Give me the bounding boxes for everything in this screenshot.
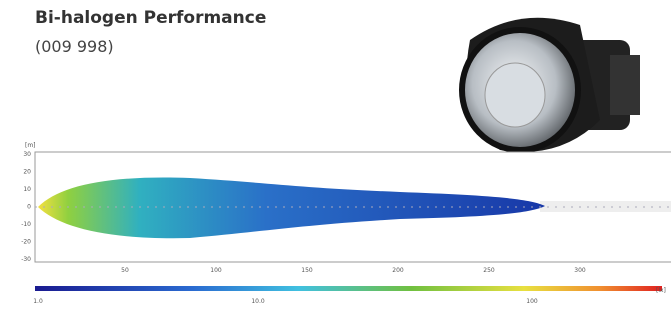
y-label: -10: [21, 221, 31, 228]
y-label: -30: [21, 256, 31, 263]
x-label: 100: [210, 267, 222, 274]
y-label: 20: [23, 169, 31, 176]
y-label: 30: [23, 151, 31, 158]
color-scale: [35, 286, 662, 291]
subtitle: (009 998): [35, 37, 114, 56]
scale-label: 100: [526, 298, 538, 305]
x-label: 200: [392, 267, 404, 274]
scale-label: 1.0: [33, 298, 43, 305]
y-label: 0: [27, 204, 31, 211]
y-unit: [m]: [25, 142, 36, 149]
scale-label: 10.0: [251, 298, 265, 305]
lamp-photo: [459, 17, 640, 153]
x-label: 150: [301, 267, 313, 274]
beam-pattern: [38, 177, 545, 239]
band: [540, 201, 671, 212]
x-label: 300: [574, 267, 586, 274]
y-label: -20: [21, 239, 31, 246]
title: Bi-halogen Performance: [35, 8, 267, 28]
y-label: 10: [23, 186, 31, 193]
x-label: 50: [121, 267, 129, 274]
x-label: 250: [483, 267, 495, 274]
scale-unit: [lx]: [656, 287, 666, 294]
